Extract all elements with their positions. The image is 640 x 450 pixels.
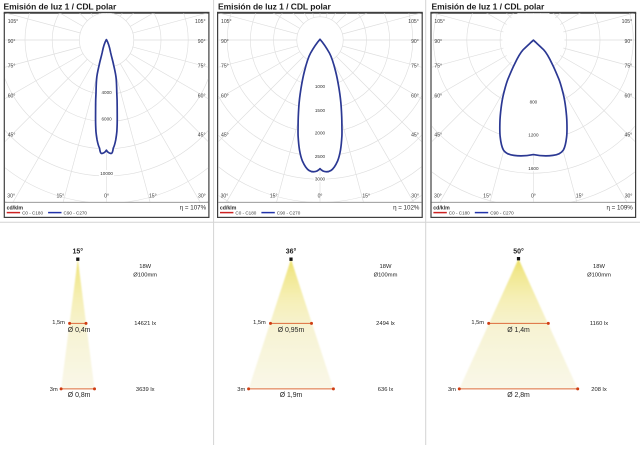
svg-text:Ø 2,8m: Ø 2,8m	[507, 392, 530, 399]
svg-text:800: 800	[530, 100, 538, 105]
svg-text:3m: 3m	[237, 387, 245, 393]
svg-text:60°: 60°	[8, 94, 16, 100]
svg-text:30°: 30°	[411, 193, 419, 199]
svg-text:1600: 1600	[528, 166, 539, 171]
svg-text:30°: 30°	[625, 193, 633, 199]
svg-text:30°: 30°	[221, 193, 229, 199]
svg-text:3639 lx: 3639 lx	[136, 387, 155, 393]
svg-text:45°: 45°	[198, 133, 206, 139]
svg-text:90°: 90°	[411, 39, 419, 45]
svg-text:1000: 1000	[315, 84, 326, 89]
svg-text:Ø100mm: Ø100mm	[133, 272, 157, 278]
svg-text:cd/klm: cd/klm	[220, 205, 237, 211]
svg-text:75°: 75°	[434, 64, 442, 70]
svg-text:2000: 2000	[315, 131, 326, 136]
svg-text:45°: 45°	[8, 133, 16, 139]
svg-text:636 lx: 636 lx	[378, 387, 394, 393]
svg-text:60°: 60°	[434, 94, 442, 100]
svg-text:75°: 75°	[411, 64, 419, 70]
svg-text:208 lx: 208 lx	[591, 387, 607, 393]
svg-text:75°: 75°	[624, 64, 632, 70]
svg-text:90°: 90°	[624, 39, 632, 45]
svg-text:Ø100mm: Ø100mm	[374, 272, 398, 278]
svg-text:105°: 105°	[221, 19, 232, 25]
svg-text:60°: 60°	[624, 94, 632, 100]
svg-text:50°: 50°	[513, 248, 524, 256]
svg-text:18W: 18W	[593, 264, 605, 270]
svg-text:cd/klm: cd/klm	[7, 205, 24, 211]
svg-text:30°: 30°	[7, 193, 15, 199]
svg-text:105°: 105°	[622, 19, 633, 25]
svg-text:Ø 0,4m: Ø 0,4m	[68, 327, 91, 334]
svg-text:15°: 15°	[576, 193, 584, 199]
svg-text:Ø 1,4m: Ø 1,4m	[507, 327, 530, 334]
svg-text:C90 - C270: C90 - C270	[490, 210, 514, 215]
svg-text:6000: 6000	[101, 116, 112, 121]
svg-text:15°: 15°	[483, 193, 491, 199]
svg-text:105°: 105°	[408, 19, 419, 25]
svg-text:90°: 90°	[221, 39, 229, 45]
svg-text:30°: 30°	[434, 193, 442, 199]
svg-text:60°: 60°	[198, 94, 206, 100]
svg-text:75°: 75°	[8, 64, 16, 70]
svg-text:15°: 15°	[149, 193, 157, 199]
svg-text:Ø 0,95m: Ø 0,95m	[278, 327, 305, 334]
svg-text:3m: 3m	[50, 387, 58, 393]
svg-text:18W: 18W	[380, 264, 392, 270]
svg-text:0°: 0°	[531, 193, 536, 199]
svg-text:Emisión de luz 1 / CDL polar: Emisión de luz 1 / CDL polar	[218, 1, 331, 11]
svg-text:1,5m: 1,5m	[253, 320, 266, 326]
svg-text:75°: 75°	[198, 64, 206, 70]
svg-text:η = 107%: η = 107%	[180, 205, 207, 212]
svg-text:4000: 4000	[101, 90, 112, 95]
svg-text:105°: 105°	[195, 19, 206, 25]
svg-text:60°: 60°	[411, 94, 419, 100]
svg-text:Ø100mm: Ø100mm	[587, 272, 611, 278]
svg-text:45°: 45°	[221, 133, 229, 139]
svg-text:cd/klm: cd/klm	[433, 205, 450, 211]
svg-text:1500: 1500	[315, 108, 326, 113]
svg-text:75°: 75°	[221, 64, 229, 70]
svg-text:90°: 90°	[8, 39, 16, 45]
svg-text:1160 lx: 1160 lx	[590, 321, 608, 327]
svg-text:3000: 3000	[315, 177, 326, 182]
svg-text:2494 lx: 2494 lx	[376, 321, 395, 327]
svg-text:2500: 2500	[315, 154, 326, 159]
svg-text:90°: 90°	[198, 39, 206, 45]
svg-text:45°: 45°	[434, 133, 442, 139]
svg-text:0°: 0°	[104, 193, 109, 199]
svg-text:η = 109%: η = 109%	[606, 205, 633, 212]
svg-text:45°: 45°	[624, 133, 632, 139]
svg-text:90°: 90°	[434, 39, 442, 45]
svg-text:15°: 15°	[362, 193, 370, 199]
svg-text:η = 102%: η = 102%	[393, 205, 420, 212]
svg-text:15°: 15°	[73, 248, 84, 256]
svg-text:C0 - C180: C0 - C180	[449, 210, 470, 215]
svg-text:C90 - C270: C90 - C270	[64, 210, 88, 215]
svg-text:Emisión de luz 1 / CDL polar: Emisión de luz 1 / CDL polar	[432, 1, 545, 11]
svg-text:18W: 18W	[139, 264, 151, 270]
svg-text:10000: 10000	[100, 171, 113, 176]
svg-text:60°: 60°	[221, 94, 229, 100]
svg-text:105°: 105°	[8, 19, 19, 25]
svg-text:1,5m: 1,5m	[471, 320, 484, 326]
svg-text:C90 - C270: C90 - C270	[277, 210, 301, 215]
svg-text:3m: 3m	[448, 387, 456, 393]
svg-text:45°: 45°	[411, 133, 419, 139]
svg-text:15°: 15°	[270, 193, 278, 199]
svg-text:14621 lx: 14621 lx	[134, 321, 156, 327]
svg-text:1,5m: 1,5m	[52, 320, 65, 326]
svg-text:1200: 1200	[528, 133, 539, 138]
svg-text:0°: 0°	[318, 193, 323, 199]
svg-text:C0 - C180: C0 - C180	[235, 210, 256, 215]
svg-text:Ø 1,9m: Ø 1,9m	[280, 392, 303, 399]
svg-text:Ø 0,8m: Ø 0,8m	[68, 392, 91, 399]
svg-text:105°: 105°	[434, 19, 445, 25]
svg-text:C0 - C180: C0 - C180	[22, 210, 43, 215]
svg-text:30°: 30°	[198, 193, 206, 199]
svg-text:15°: 15°	[56, 193, 64, 199]
svg-text:36°: 36°	[286, 248, 297, 256]
svg-text:Emisión de luz 1 / CDL polar: Emisión de luz 1 / CDL polar	[4, 1, 117, 11]
